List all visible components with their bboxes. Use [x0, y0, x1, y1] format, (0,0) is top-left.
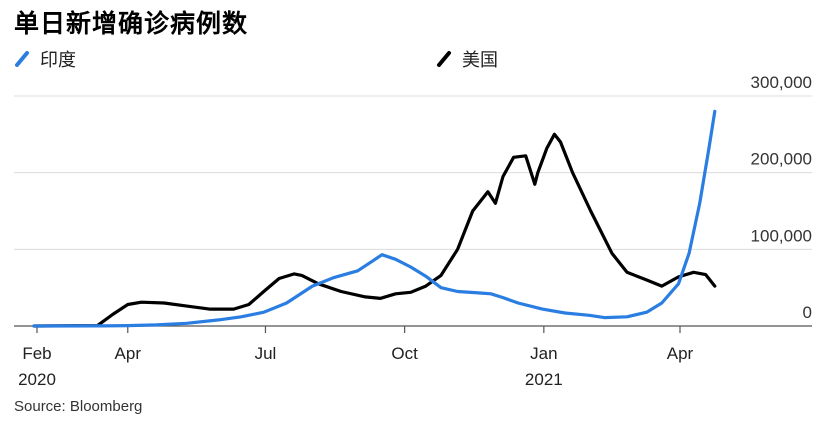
x-tick-year-label: 2020: [18, 370, 56, 389]
x-tick-label: Apr: [115, 344, 142, 363]
legend-swatch-us: [436, 50, 452, 68]
y-tick-label: 300,000: [751, 73, 812, 92]
x-tick-label: Oct: [391, 344, 418, 363]
y-tick-label: 200,000: [751, 150, 812, 169]
chart-title: 单日新增确诊病例数: [14, 9, 249, 38]
legend-item-us: 美国: [436, 46, 498, 72]
legend-label-us: 美国: [462, 50, 498, 71]
series-line-india: [32, 109, 717, 328]
x-tick-label: Jan: [530, 344, 557, 363]
legend-swatch-india: [14, 50, 30, 68]
y-tick-label: 0: [803, 303, 812, 322]
legend-item-india: 印度: [14, 46, 76, 72]
legend-label-india: 印度: [40, 50, 76, 71]
source-note: Source: Bloomberg: [14, 398, 143, 415]
x-tick-year-label: 2021: [525, 370, 563, 389]
x-tick-label: Apr: [667, 344, 694, 363]
y-tick-label: 100,000: [751, 226, 812, 245]
series-line-us: [32, 132, 717, 328]
x-tick-label: Feb: [22, 344, 51, 363]
x-tick-label: Jul: [255, 344, 277, 363]
